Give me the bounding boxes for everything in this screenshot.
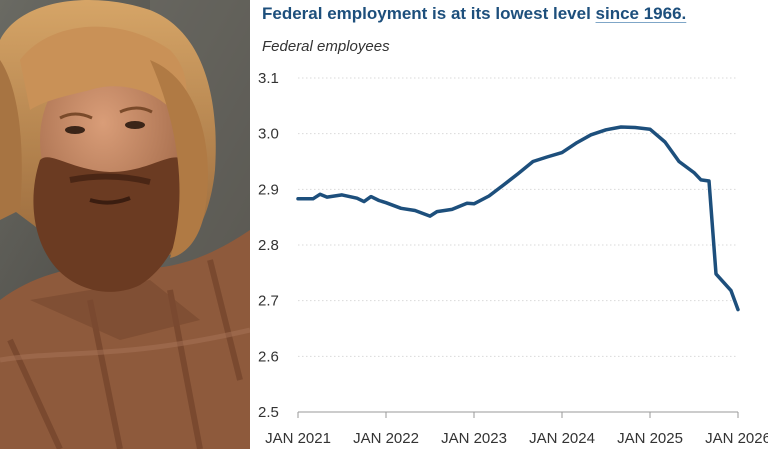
x-tick-label: JAN 2022 bbox=[353, 430, 419, 447]
y-tick-label: 2.7 bbox=[258, 293, 279, 310]
line-chart: 2.5 2.6 2.7 2.8 2.9 3.0 3.1 JAN 2021 JAN 2022 JAN… bbox=[258, 70, 768, 447]
y-tick-label: 3.0 bbox=[258, 126, 279, 143]
chart-title-highlight: since 1966. bbox=[595, 4, 687, 23]
x-tick-label: JAN 2021 bbox=[265, 430, 331, 447]
series-line bbox=[296, 125, 740, 312]
bearded-man-photo bbox=[0, 0, 250, 449]
chart-title: Federal employment is at its lowest leve… bbox=[262, 4, 686, 24]
y-axis-label: Federal employees bbox=[262, 38, 390, 55]
chart-panel: Federal employment is at its lowest leve… bbox=[250, 0, 768, 449]
photo-panel bbox=[0, 0, 250, 449]
x-tick-label: JAN 2023 bbox=[441, 430, 507, 447]
x-tick-label: JAN 2026 bbox=[705, 430, 768, 447]
y-tick-label: 2.9 bbox=[258, 181, 279, 198]
y-tick-label: 3.1 bbox=[258, 70, 279, 87]
y-tick-label: 2.8 bbox=[258, 237, 279, 254]
chart-title-main: Federal employment is at its lowest leve… bbox=[262, 4, 591, 23]
y-tick-label: 2.6 bbox=[258, 348, 279, 365]
x-tick-label: JAN 2025 bbox=[617, 430, 683, 447]
y-tick-label: 2.5 bbox=[258, 404, 279, 421]
x-tick-label: JAN 2024 bbox=[529, 430, 595, 447]
